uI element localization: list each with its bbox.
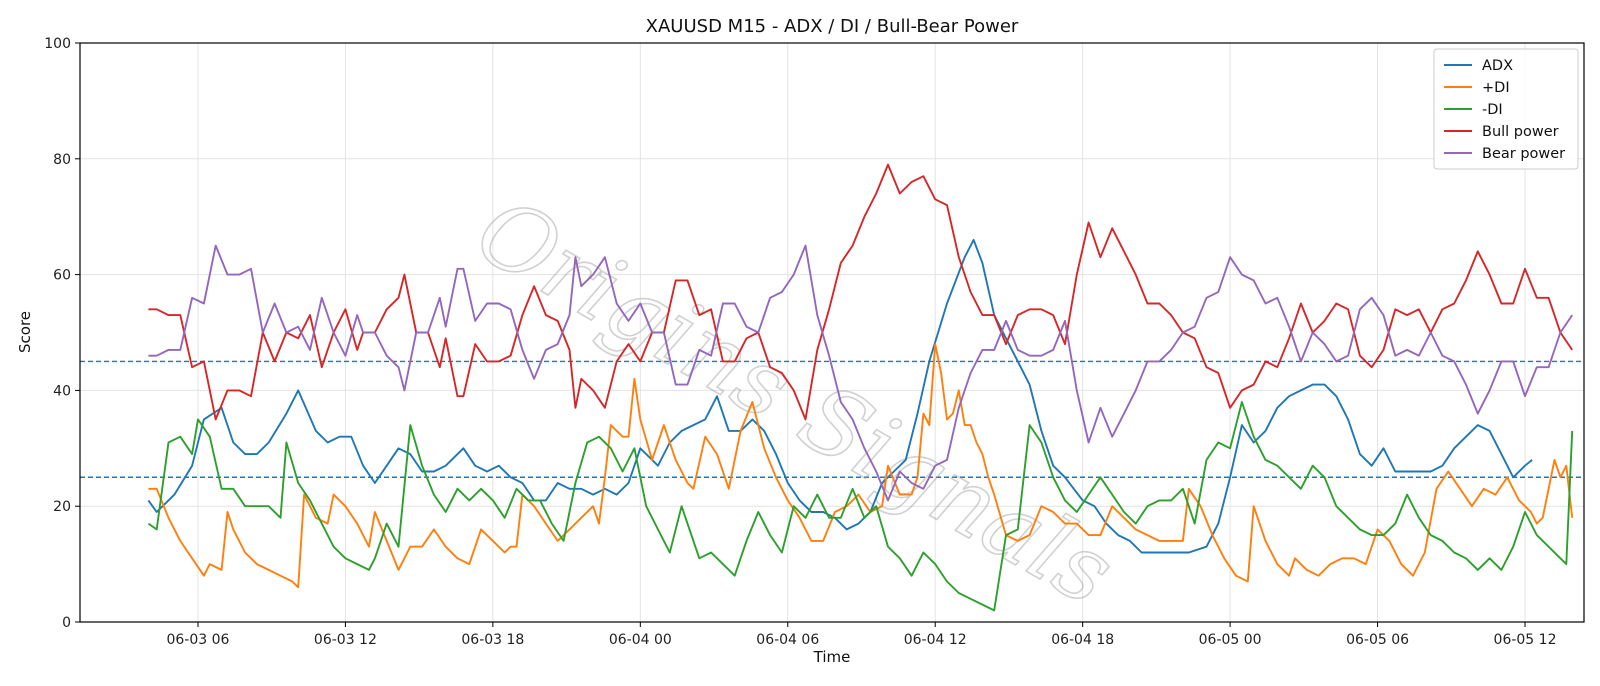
- legend-label: Bull power: [1482, 124, 1559, 140]
- x-tick-label: 06-05 12: [1494, 632, 1557, 648]
- x-tick-label: 06-03 06: [166, 632, 229, 648]
- gridlines: [80, 42, 1584, 623]
- x-axis-label: Time: [813, 648, 851, 666]
- legend: ADX +DI -DI Bull power Bear power: [1433, 48, 1579, 170]
- x-tick-label: 06-04 06: [756, 632, 819, 648]
- series-line-bull-power: [148, 163, 1573, 421]
- x-tick-label: 06-04 18: [1051, 632, 1114, 648]
- legend-label: +DI: [1482, 80, 1510, 96]
- legend-label: ADX: [1482, 58, 1513, 74]
- x-tick-label: 06-04 00: [609, 632, 672, 648]
- x-tick-label: 06-03 18: [461, 632, 524, 648]
- y-tick-label: 0: [62, 615, 71, 631]
- x-tick-label: 06-05 06: [1346, 632, 1409, 648]
- plot-area-frame: [79, 42, 1585, 623]
- y-tick-label: 60: [53, 268, 71, 284]
- legend-label: -DI: [1482, 102, 1503, 118]
- series-line-bear-power: [148, 244, 1573, 502]
- x-tick-label: 06-03 12: [314, 632, 377, 648]
- series-line-adx: [147, 238, 1533, 554]
- y-tick-label: 20: [53, 499, 71, 515]
- y-tick-label: 80: [53, 152, 71, 168]
- series-lines: [147, 163, 1574, 612]
- y-tick-label: 100: [44, 36, 71, 52]
- series-line-di: [147, 401, 1574, 612]
- y-axis-label: Score: [16, 311, 34, 353]
- legend-box: [1433, 48, 1579, 170]
- x-tick-label: 06-04 12: [904, 632, 967, 648]
- reference-lines: [80, 360, 1584, 478]
- y-axis-ticks: 0 20 40 60 80 100: [44, 36, 80, 631]
- chart-title: XAUUSD M15 - ADX / DI / Bull-Bear Power: [646, 16, 1019, 37]
- x-tick-label: 06-05 00: [1199, 632, 1262, 648]
- legend-label: Bear power: [1482, 146, 1565, 162]
- y-tick-label: 40: [53, 383, 71, 399]
- x-axis-ticks: 06-03 06 06-03 12 06-03 18 06-04 00 06-04 06…: [166, 622, 1556, 648]
